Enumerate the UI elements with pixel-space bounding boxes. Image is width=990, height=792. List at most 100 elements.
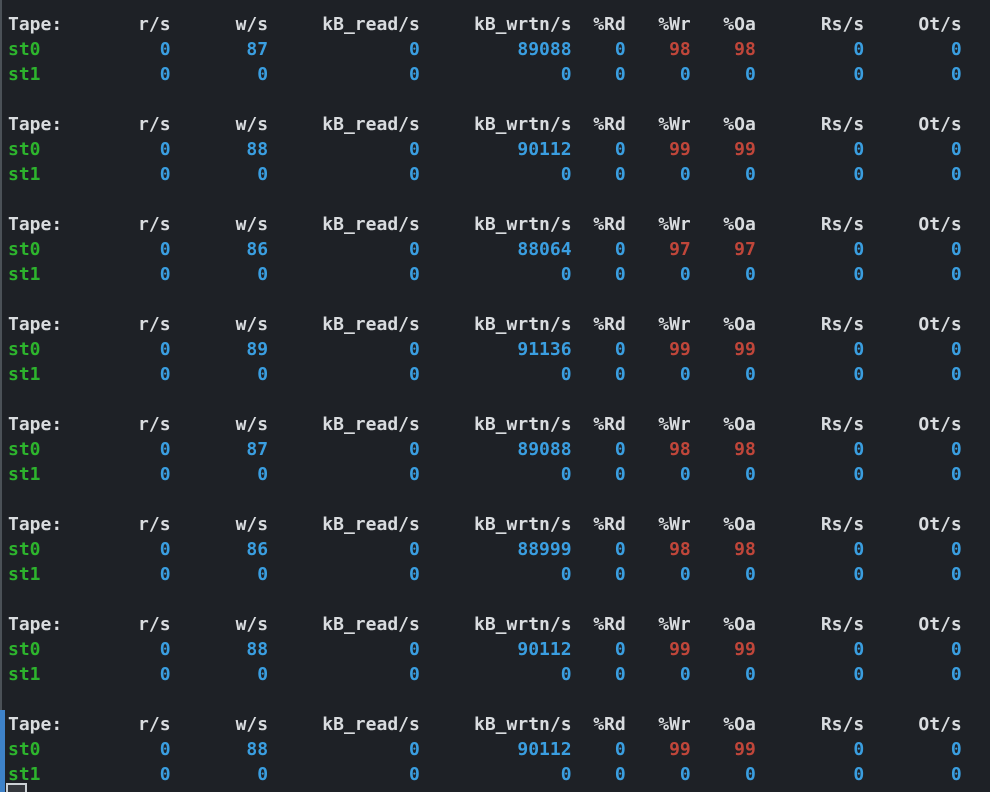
cell-oa: 0 [690, 264, 756, 285]
terminal-cursor [6, 783, 27, 792]
stats-block: Tape: r/s w/s kB_read/s kB_wrtn/s %Rd %W… [8, 212, 962, 287]
column-header: Rs/s [755, 14, 865, 35]
column-header: Ot/s [864, 214, 962, 235]
cell-ots: 0 [864, 464, 962, 485]
cell-oa: 98 [690, 539, 756, 560]
column-header-tape: Tape: [8, 314, 63, 335]
cell-kb_reads: 0 [268, 439, 420, 460]
cell-ws: 0 [170, 264, 269, 285]
column-header: r/s [62, 214, 171, 235]
cell-rd: 0 [571, 539, 626, 560]
column-header: Rs/s [755, 614, 865, 635]
cell-ots: 0 [864, 339, 962, 360]
cell-ws: 0 [170, 164, 269, 185]
cell-kb_wrtns: 0 [419, 164, 572, 185]
cell-wr: 99 [625, 739, 691, 760]
column-header: %Oa [690, 514, 756, 535]
cell-oa: 99 [690, 139, 756, 160]
device-row-st0: st0 0 86 0 88064 0 97 97 0 0 [8, 237, 962, 262]
device-row-st0: st0 0 89 0 91136 0 99 99 0 0 [8, 337, 962, 362]
active-block-indicator [0, 710, 5, 792]
cell-rd: 0 [571, 139, 626, 160]
column-header: r/s [62, 514, 171, 535]
column-header: r/s [62, 714, 171, 735]
cell-rs: 0 [62, 339, 171, 360]
cell-kb_reads: 0 [268, 564, 420, 585]
cell-rss: 0 [755, 39, 865, 60]
cell-wr: 99 [625, 339, 691, 360]
cell-kb_wrtns: 89088 [419, 439, 572, 460]
column-header: %Rd [571, 114, 626, 135]
cell-rss: 0 [755, 239, 865, 260]
cell-rss: 0 [755, 539, 865, 560]
device-row-st0: st0 0 86 0 88999 0 98 98 0 0 [8, 537, 962, 562]
column-header: r/s [62, 314, 171, 335]
column-header: %Wr [625, 614, 691, 635]
cell-rss: 0 [755, 64, 865, 85]
cell-kb_wrtns: 0 [419, 564, 572, 585]
column-header: Rs/s [755, 314, 865, 335]
cell-wr: 98 [625, 439, 691, 460]
device-row-st1: st1 0 0 0 0 0 0 0 0 0 [8, 562, 962, 587]
column-header: %Oa [690, 414, 756, 435]
device-name: st0 [8, 439, 63, 460]
column-header-tape: Tape: [8, 714, 63, 735]
cell-ws: 86 [170, 239, 269, 260]
column-header: %Wr [625, 114, 691, 135]
cell-rss: 0 [755, 339, 865, 360]
device-row-st1: st1 0 0 0 0 0 0 0 0 0 [8, 262, 962, 287]
device-name: st1 [8, 364, 63, 385]
cell-kb_wrtns: 0 [419, 264, 572, 285]
column-header: kB_wrtn/s [419, 514, 572, 535]
column-header: %Wr [625, 14, 691, 35]
header-row: Tape: r/s w/s kB_read/s kB_wrtn/s %Rd %W… [8, 112, 962, 137]
column-header: kB_wrtn/s [419, 414, 572, 435]
column-header: Ot/s [864, 714, 962, 735]
cell-rd: 0 [571, 64, 626, 85]
cell-rd: 0 [571, 164, 626, 185]
cell-ots: 0 [864, 639, 962, 660]
column-header: Ot/s [864, 314, 962, 335]
cell-rs: 0 [62, 464, 171, 485]
cell-kb_wrtns: 91136 [419, 339, 572, 360]
cell-rs: 0 [62, 639, 171, 660]
cell-kb_reads: 0 [268, 364, 420, 385]
column-header: Ot/s [864, 414, 962, 435]
device-name: st1 [8, 64, 63, 85]
cell-wr: 98 [625, 539, 691, 560]
device-name: st0 [8, 139, 63, 160]
column-header: kB_wrtn/s [419, 614, 572, 635]
header-row: Tape: r/s w/s kB_read/s kB_wrtn/s %Rd %W… [8, 12, 962, 37]
stats-block: Tape: r/s w/s kB_read/s kB_wrtn/s %Rd %W… [8, 712, 962, 787]
column-header: kB_read/s [268, 614, 420, 635]
device-name: st1 [8, 464, 63, 485]
header-row: Tape: r/s w/s kB_read/s kB_wrtn/s %Rd %W… [8, 212, 962, 237]
column-header-tape: Tape: [8, 514, 63, 535]
column-header: kB_wrtn/s [419, 314, 572, 335]
cell-rss: 0 [755, 564, 865, 585]
column-header: r/s [62, 614, 171, 635]
cell-ws: 86 [170, 539, 269, 560]
column-header: kB_read/s [268, 314, 420, 335]
cell-kb_wrtns: 0 [419, 364, 572, 385]
cell-rss: 0 [755, 639, 865, 660]
device-name: st0 [8, 739, 63, 760]
column-header: kB_wrtn/s [419, 114, 572, 135]
device-name: st1 [8, 164, 63, 185]
column-header: kB_wrtn/s [419, 714, 572, 735]
stats-block: Tape: r/s w/s kB_read/s kB_wrtn/s %Rd %W… [8, 412, 962, 487]
column-header: Rs/s [755, 414, 865, 435]
column-header: kB_read/s [268, 714, 420, 735]
device-row-st0: st0 0 88 0 90112 0 99 99 0 0 [8, 737, 962, 762]
column-header: %Wr [625, 714, 691, 735]
device-row-st1: st1 0 0 0 0 0 0 0 0 0 [8, 162, 962, 187]
column-header: Ot/s [864, 514, 962, 535]
device-name: st0 [8, 239, 63, 260]
terminal-output: Tape: r/s w/s kB_read/s kB_wrtn/s %Rd %W… [8, 12, 962, 792]
cell-kb_wrtns: 0 [419, 64, 572, 85]
cell-wr: 0 [625, 764, 691, 785]
cell-oa: 0 [690, 564, 756, 585]
column-header: r/s [62, 414, 171, 435]
cell-kb_reads: 0 [268, 139, 420, 160]
